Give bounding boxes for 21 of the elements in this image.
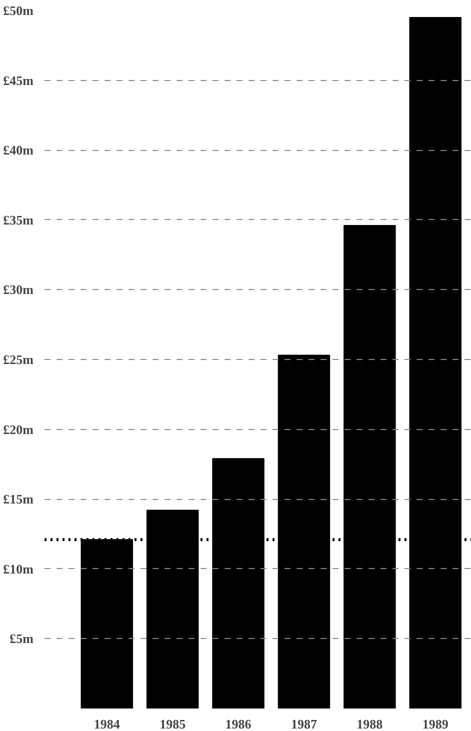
y-tick-label: £35m xyxy=(3,212,34,228)
x-tick-label: 1988 xyxy=(356,716,384,731)
x-tick-label: 1986 xyxy=(225,716,252,731)
bar xyxy=(278,354,330,708)
y-tick-label: £5m xyxy=(10,631,34,646)
y-tick-label: £45m xyxy=(3,72,34,88)
x-tick-label: 1984 xyxy=(94,716,120,731)
x-tick-label: 1985 xyxy=(160,716,186,731)
x-tick-label: 1987 xyxy=(290,716,318,731)
y-tick-label: £15m xyxy=(3,492,34,507)
y-tick-label: £10m xyxy=(3,561,34,576)
y-tick-label: £40m xyxy=(3,142,34,158)
bar xyxy=(146,510,199,708)
y-tick-label: £50m xyxy=(3,3,34,18)
bar xyxy=(212,458,264,708)
y-tick-label: £25m xyxy=(3,352,34,367)
y-tick-label: £20m xyxy=(3,422,34,437)
x-tick-label: 1989 xyxy=(422,716,449,731)
bar xyxy=(409,16,462,708)
bar xyxy=(344,224,396,708)
y-tick-label: £30m xyxy=(3,282,34,298)
